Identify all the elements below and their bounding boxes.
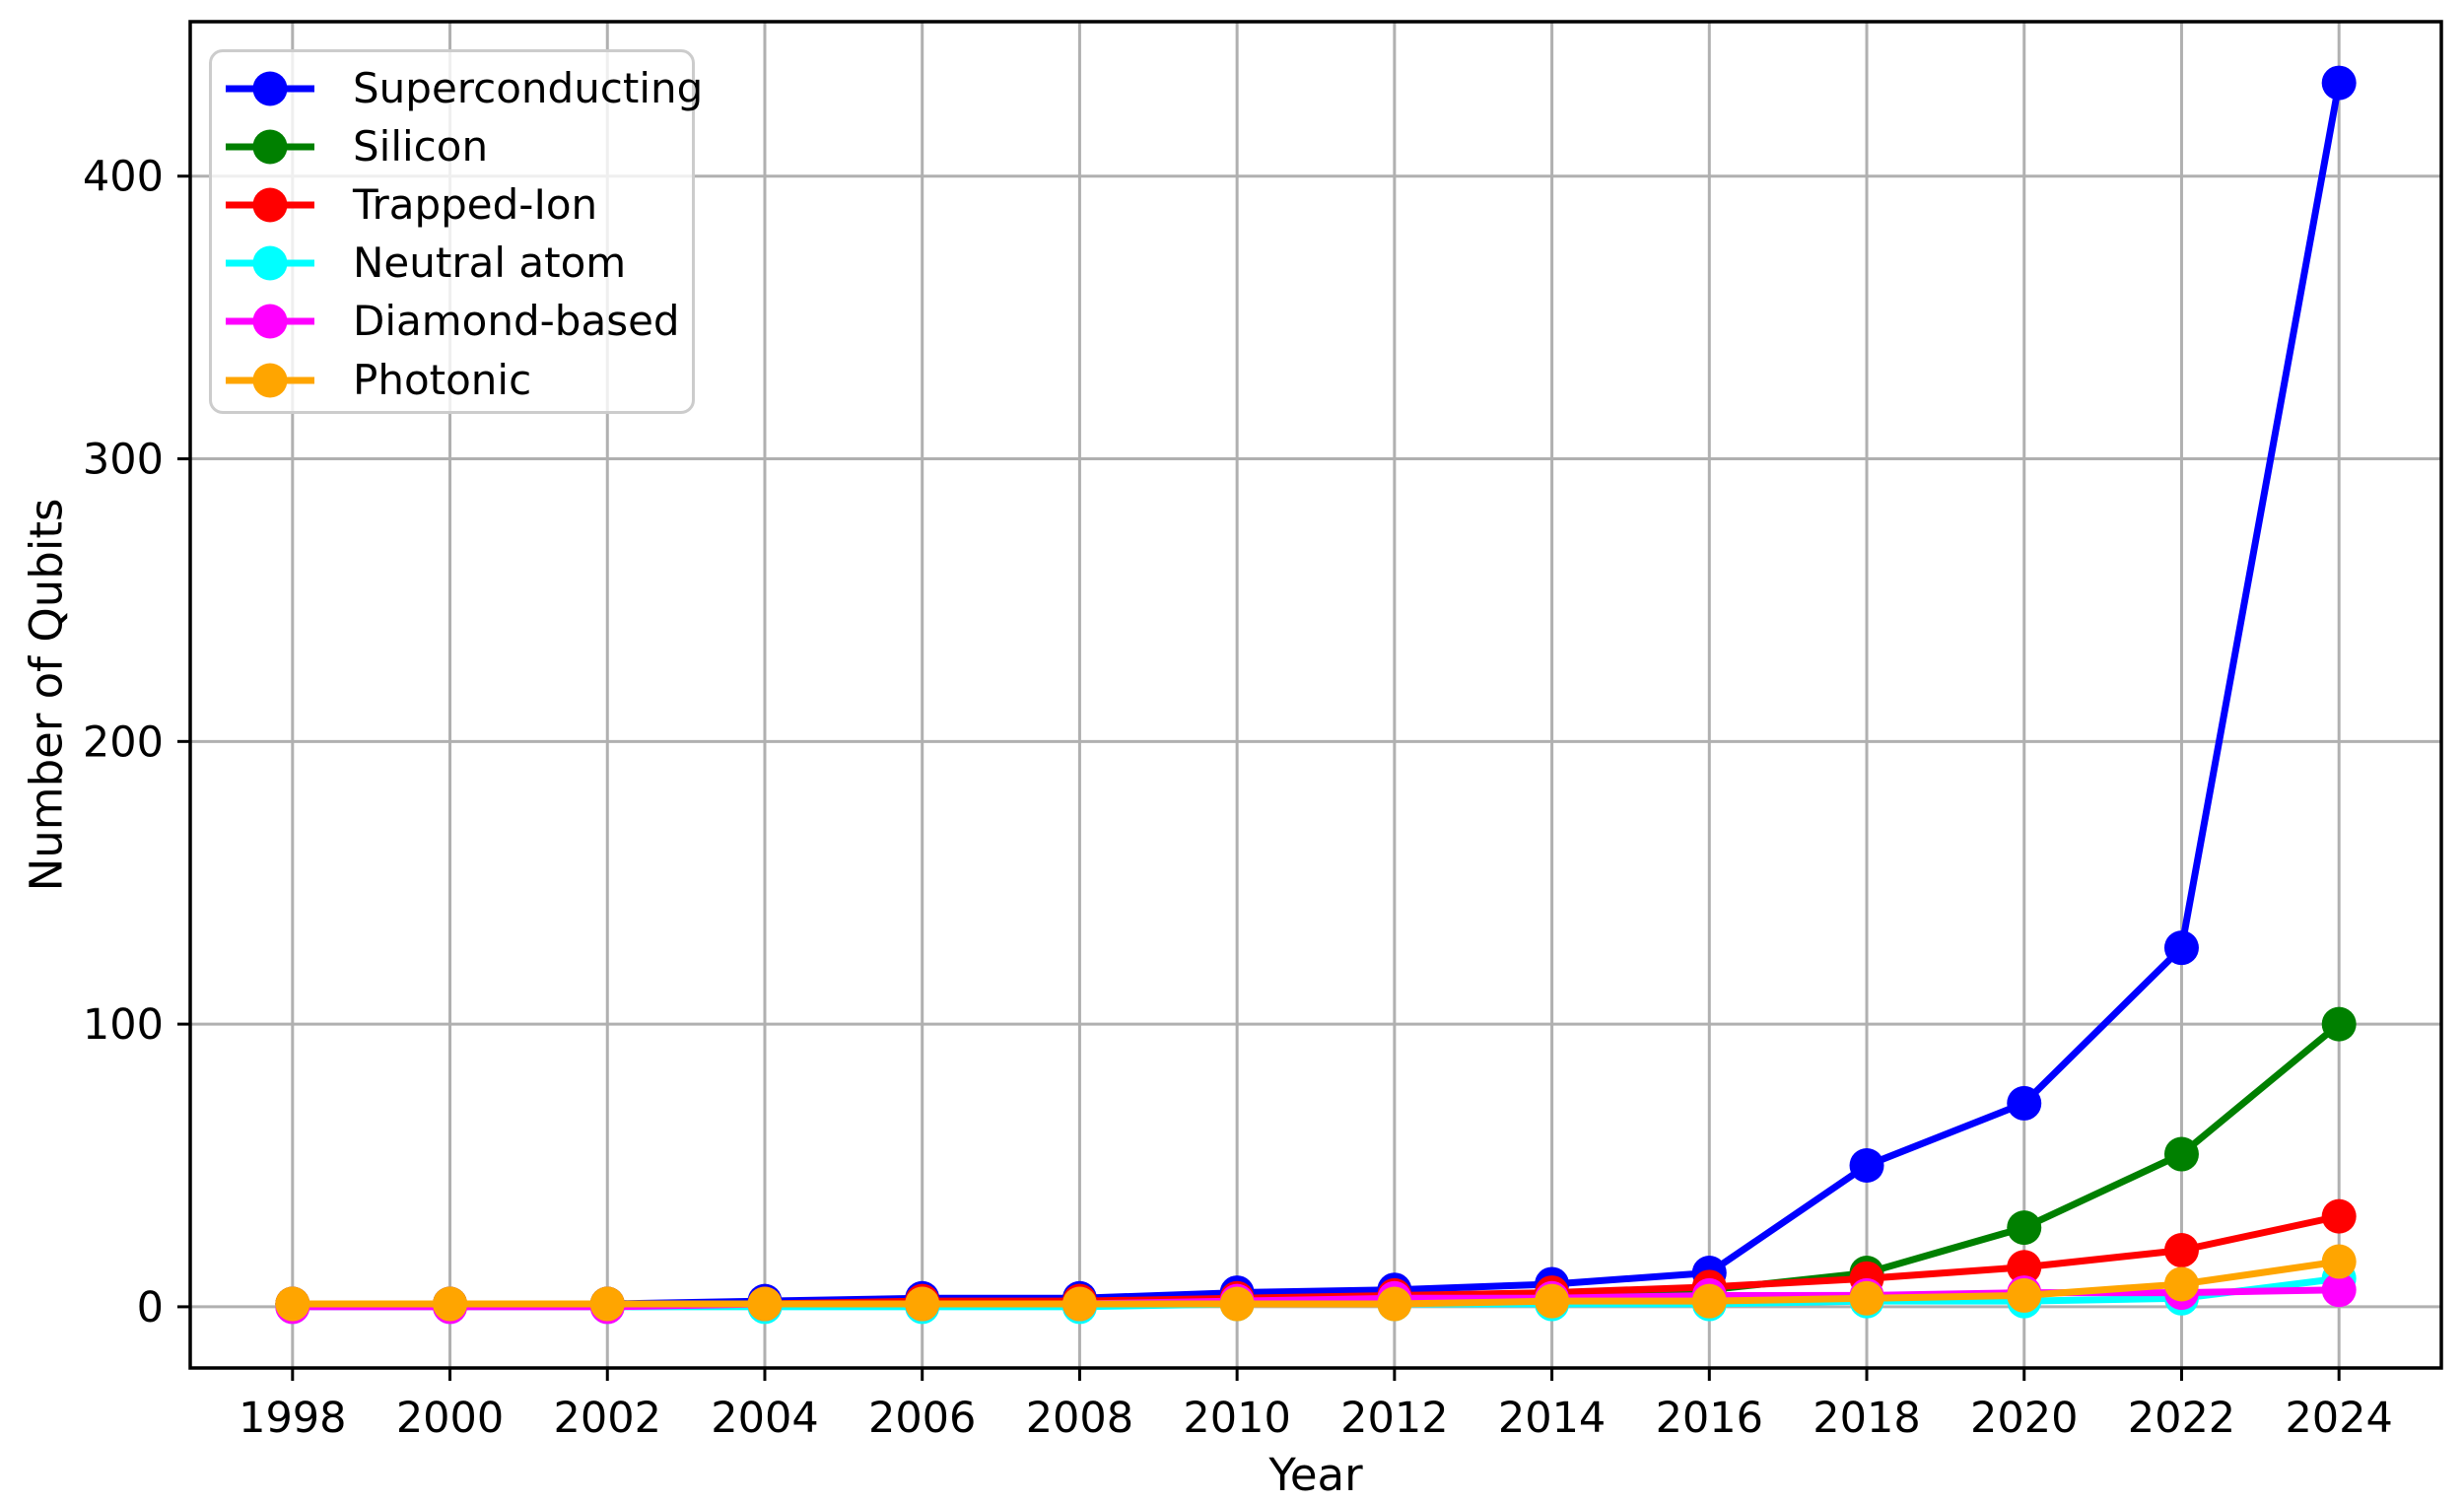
y-tick-label: 200	[83, 717, 164, 767]
diamond-based-legend-swatch-icon	[226, 304, 314, 339]
photonic-marker	[747, 1286, 783, 1322]
photonic-marker	[1691, 1283, 1727, 1319]
photonic-marker	[433, 1286, 468, 1322]
trapped-ion-marker	[2163, 1233, 2199, 1268]
y-axis-label: Number of Qubits	[20, 498, 73, 892]
x-tick-label: 2016	[1656, 1394, 1763, 1443]
legend-item-diamond-based: Diamond-based	[212, 293, 692, 351]
legend-label: Diamond-based	[353, 297, 680, 346]
x-tick-label: 2012	[1340, 1394, 1448, 1443]
photonic-marker	[2163, 1266, 2199, 1302]
trapped-ion-marker	[2007, 1250, 2042, 1285]
silicon-marker	[2321, 1006, 2357, 1042]
superconducting-marker	[2007, 1085, 2042, 1121]
x-tick-label: 2020	[1970, 1394, 2078, 1443]
x-tick-label: 2022	[2128, 1394, 2235, 1443]
photonic-marker	[1377, 1286, 1412, 1322]
photonic-marker	[1219, 1286, 1255, 1322]
photonic-marker	[905, 1286, 940, 1322]
x-tick-label: 2018	[1813, 1394, 1920, 1443]
silicon-legend-swatch-icon	[226, 129, 314, 165]
trapped-ion-marker	[2321, 1198, 2357, 1234]
x-tick-label: 2024	[2285, 1394, 2392, 1443]
silicon-marker	[2007, 1210, 2042, 1246]
y-tick-label: 300	[83, 436, 164, 485]
legend-item-trapped-ion: Trapped-Ion	[212, 175, 692, 234]
x-tick-label: 2010	[1183, 1394, 1290, 1443]
superconducting-marker	[2321, 65, 2357, 101]
legend-label: Superconducting	[353, 63, 704, 112]
legend-item-photonic: Photonic	[212, 351, 692, 409]
trapped-ion-legend-swatch-icon	[226, 187, 314, 223]
x-tick-label: 2008	[1026, 1394, 1133, 1443]
photonic-marker	[589, 1286, 625, 1322]
diamond-based-marker	[2321, 1272, 2357, 1308]
photonic-marker	[1849, 1280, 1884, 1316]
superconducting-marker	[2163, 930, 2199, 966]
legend-label: Photonic	[353, 355, 532, 404]
legend-label: Neutral atom	[353, 239, 627, 288]
x-tick-label: 2006	[868, 1394, 976, 1443]
silicon-marker	[2163, 1136, 2199, 1172]
legend-item-superconducting: Superconducting	[212, 59, 703, 117]
y-tick-label: 400	[83, 153, 164, 202]
photonic-line	[289, 1258, 2343, 1308]
neutral-atom-legend-swatch-icon	[226, 245, 314, 281]
legend-item-neutral-atom: Neutral atom	[212, 235, 692, 293]
superconducting-marker	[1849, 1148, 1884, 1184]
photonic-legend-swatch-icon	[226, 363, 314, 398]
plot-border	[188, 20, 2443, 1370]
photonic-marker	[2321, 1244, 2357, 1279]
x-tick-label: 2002	[554, 1394, 661, 1443]
photonic-marker	[275, 1286, 310, 1322]
y-tick-label: 0	[137, 1283, 164, 1332]
x-tick-label: 2000	[396, 1394, 504, 1443]
x-tick-label: 1998	[239, 1394, 346, 1443]
photonic-marker	[1535, 1283, 1570, 1319]
legend-item-silicon: Silicon	[212, 117, 692, 175]
x-tick-label: 2014	[1498, 1394, 1606, 1443]
legend-label: Silicon	[353, 121, 489, 171]
legend: Superconducting Silicon Trapped-Ion Neutral…	[209, 49, 703, 414]
superconducting-legend-swatch-icon	[226, 71, 314, 106]
photonic-marker	[1061, 1286, 1097, 1322]
x-tick-label: 2004	[711, 1394, 818, 1443]
legend-label: Trapped-Ion	[353, 179, 598, 229]
photonic-marker	[2007, 1277, 2042, 1313]
y-tick-label: 100	[83, 1000, 164, 1050]
x-axis-label: Year	[1268, 1449, 1363, 1501]
